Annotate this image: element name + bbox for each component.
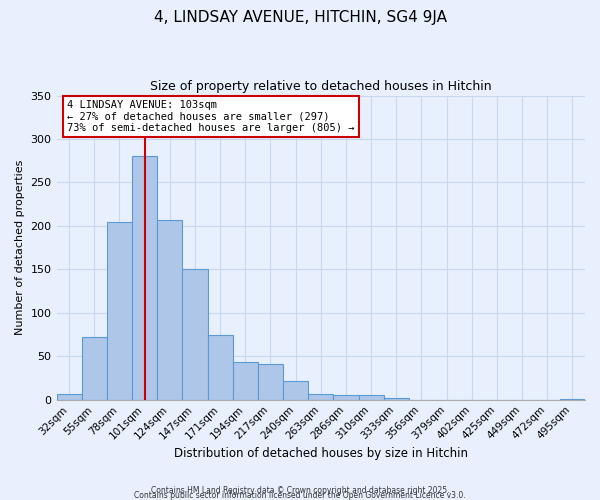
- Text: 4 LINDSAY AVENUE: 103sqm
← 27% of detached houses are smaller (297)
73% of semi-: 4 LINDSAY AVENUE: 103sqm ← 27% of detach…: [67, 100, 355, 134]
- Text: Contains HM Land Registry data © Crown copyright and database right 2025.: Contains HM Land Registry data © Crown c…: [151, 486, 449, 495]
- Bar: [308, 394, 334, 400]
- Bar: [107, 222, 132, 400]
- Bar: [283, 380, 308, 400]
- Text: Contains public sector information licensed under the Open Government Licence v3: Contains public sector information licen…: [134, 491, 466, 500]
- Bar: [383, 398, 409, 400]
- Bar: [132, 156, 157, 400]
- Y-axis label: Number of detached properties: Number of detached properties: [15, 160, 25, 336]
- Bar: [208, 336, 233, 400]
- Bar: [560, 399, 585, 400]
- Bar: [182, 270, 208, 400]
- Bar: [157, 220, 182, 400]
- Bar: [233, 362, 258, 400]
- Bar: [82, 337, 107, 400]
- Bar: [359, 396, 383, 400]
- Bar: [334, 394, 359, 400]
- Title: Size of property relative to detached houses in Hitchin: Size of property relative to detached ho…: [150, 80, 491, 93]
- Bar: [56, 394, 82, 400]
- Text: 4, LINDSAY AVENUE, HITCHIN, SG4 9JA: 4, LINDSAY AVENUE, HITCHIN, SG4 9JA: [154, 10, 446, 25]
- Bar: [258, 364, 283, 400]
- X-axis label: Distribution of detached houses by size in Hitchin: Distribution of detached houses by size …: [174, 447, 468, 460]
